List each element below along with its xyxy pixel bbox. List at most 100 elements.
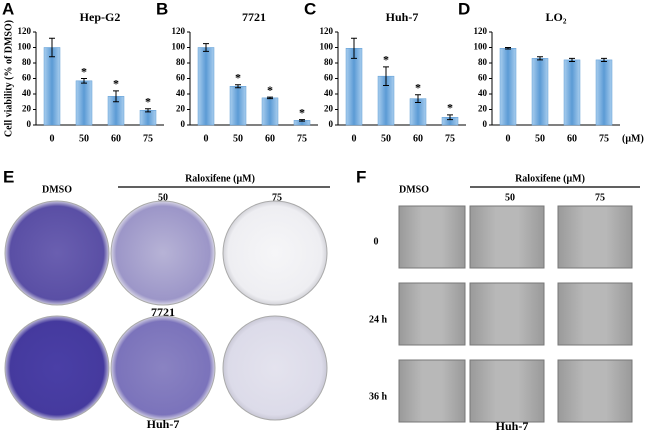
charts: A Hep-G2 Cell viability (% of DMSO) 0 20 40 60… (2, 0, 644, 144)
y-tick-label: 40 (176, 88, 186, 98)
chart-title: 7721 (242, 10, 266, 24)
wound-image (557, 205, 633, 269)
error-bar (299, 119, 305, 122)
error-bar (601, 57, 607, 62)
significance: * (81, 64, 87, 78)
dose-label: 50 (505, 192, 515, 203)
treatment-label: Raloxifene (μM) (515, 173, 585, 184)
x-tick-label: 60 (111, 133, 121, 144)
error-bar (415, 94, 421, 104)
panel-letter: E (3, 167, 14, 186)
y-tick-label: 40 (324, 88, 334, 98)
y-tick-label: 60 (176, 73, 186, 83)
bar (75, 80, 93, 126)
y-tick-label: 0 (483, 119, 488, 129)
error-bar (537, 56, 543, 61)
y-tick-label: 40 (478, 88, 488, 98)
control-label: DMSO (42, 184, 72, 195)
significance: * (383, 53, 389, 67)
panel-letter: F (356, 167, 366, 186)
x-tick-label: 50 (79, 133, 89, 144)
y-tick-label: 80 (478, 57, 488, 67)
error-bar (145, 108, 151, 113)
chart-title: Huh-7 (386, 10, 419, 24)
bar (139, 110, 157, 126)
y-tick-label: 20 (324, 104, 334, 114)
wound-image (398, 205, 466, 269)
bar (595, 59, 613, 126)
x-tick-label: 75 (297, 133, 307, 144)
dose-label: 50 (158, 192, 168, 203)
y-tick-label: 20 (478, 104, 488, 114)
significance: * (145, 94, 151, 108)
bar (531, 58, 549, 126)
y-tick-label: 0 (181, 119, 186, 129)
y-tick-label: 40 (22, 88, 32, 98)
dish (4, 315, 110, 421)
error-bar (49, 37, 55, 58)
y-tick-label: 120 (320, 26, 334, 36)
row-label: 7721 (151, 305, 175, 319)
error-bar (569, 57, 575, 62)
wound-images (398, 205, 633, 423)
significance: * (235, 70, 241, 84)
x-tick-label: 60 (413, 133, 423, 144)
x-tick-label: 50 (233, 133, 243, 144)
x-unit: (μM) (622, 133, 644, 144)
x-tick-label: 75 (143, 133, 153, 144)
y-tick-label: 100 (18, 42, 32, 52)
y-tick-label: 0 (27, 119, 32, 129)
treatment-label: Raloxifene (μM) (185, 173, 255, 184)
dish (4, 200, 110, 306)
y-tick-label: 100 (320, 42, 334, 52)
panel-letter: D (458, 0, 470, 18)
bar (229, 86, 247, 126)
x-tick-label: 75 (599, 133, 609, 144)
error-bar (81, 78, 87, 84)
x-tick-label: 60 (567, 133, 577, 144)
y-tick-label: 80 (324, 57, 334, 67)
dose-label: 75 (595, 192, 605, 203)
x-tick-label: 60 (265, 133, 275, 144)
significance: * (415, 81, 421, 95)
panel-letter: A (2, 0, 14, 18)
error-bar (235, 84, 241, 89)
y-tick-label: 20 (176, 104, 186, 114)
y-tick-label: 100 (172, 42, 186, 52)
bar (197, 47, 215, 126)
y-tick-label: 0 (329, 119, 334, 129)
wound-image (557, 359, 633, 423)
time-label: 24 h (369, 314, 388, 325)
bar (43, 47, 61, 126)
y-axis-label: Cell viability (% of DMSO) (3, 20, 14, 137)
cell-line-label: Huh-7 (496, 419, 529, 433)
y-tick-label: 100 (474, 42, 488, 52)
y-tick-label: 60 (324, 73, 334, 83)
wound-image (398, 282, 466, 346)
y-tick-label: 120 (474, 26, 488, 36)
dish (222, 200, 328, 306)
x-tick-label: 0 (50, 133, 55, 144)
panel-letter: C (304, 0, 316, 18)
dose-label: 75 (272, 192, 282, 203)
time-label: 36 h (369, 391, 388, 402)
wound-image (469, 282, 545, 346)
bar (563, 59, 581, 126)
dish (222, 315, 328, 421)
y-tick-label: 20 (22, 104, 32, 114)
x-tick-label: 50 (535, 133, 545, 144)
y-tick-label: 60 (22, 73, 32, 83)
x-tick-label: 0 (352, 133, 357, 144)
x-tick-label: 75 (445, 133, 455, 144)
bar (345, 48, 363, 126)
error-bar (113, 90, 119, 103)
x-tick-label: 0 (506, 133, 511, 144)
wound-image (469, 359, 545, 423)
dish (110, 200, 216, 306)
error-bar (203, 43, 209, 52)
error-bar (383, 66, 389, 86)
y-tick-label: 120 (18, 26, 32, 36)
dish (110, 315, 216, 421)
error-bar (267, 96, 273, 100)
